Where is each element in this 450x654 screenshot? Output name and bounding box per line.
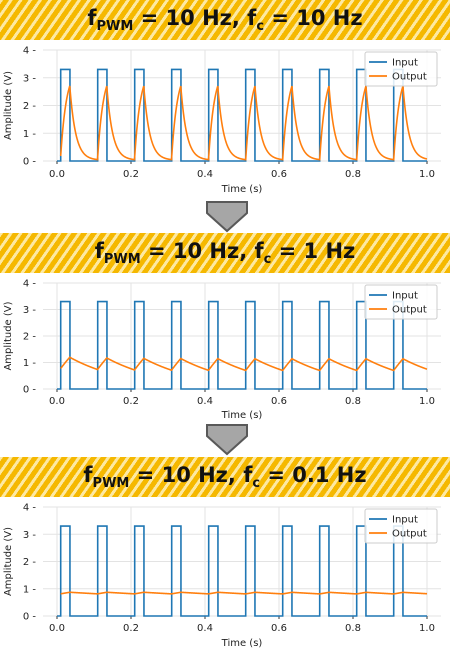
series-output-line [60, 356, 428, 372]
down-arrow-icon-2 [206, 424, 248, 456]
x-tick-label: 0.6 [271, 169, 287, 180]
y-tick-label: 0 - [23, 157, 37, 168]
title-banner-3: fPWM = 10 Hz, fc = 0.1 Hz [0, 457, 450, 497]
y-tick-label: 4 - [23, 46, 37, 57]
chart-title-2: fPWM = 10 Hz, fc = 1 Hz [94, 239, 356, 267]
title-banner-1: fPWM = 10 Hz, fc = 10 Hz [0, 0, 450, 40]
legend-label: Input [392, 58, 418, 69]
x-tick-label: 0.8 [345, 396, 361, 407]
legend-box [364, 284, 438, 320]
y-axis-label: Amplitude (V) [3, 527, 14, 596]
y-tick-label: 0 - [23, 385, 37, 396]
x-tick-label: 1.0 [419, 623, 435, 634]
chart-title-1: fPWM = 10 Hz, fc = 10 Hz [87, 6, 363, 34]
title-banner-2: fPWM = 10 Hz, fc = 1 Hz [0, 233, 450, 273]
x-tick-label: 0.2 [123, 396, 139, 407]
chart-2: 0.0 0.2 0.4 0.6 0.8 1.0 0 - 1 - 2 - 3 - 4 - Time (s… [3, 279, 441, 421]
y-tick-label: 4 - [23, 503, 37, 514]
series-input-line [57, 68, 427, 162]
x-tick-label: 0.8 [345, 623, 361, 634]
x-tick-label: 0.0 [49, 169, 65, 180]
legend-label: Output [392, 305, 427, 316]
y-tick-label: 4 - [23, 279, 37, 290]
series-input-line [57, 300, 427, 390]
x-tick-label: 1.0 [419, 169, 435, 180]
x-tick-label: 0.6 [271, 396, 287, 407]
x-tick-label: 0.4 [197, 169, 213, 180]
x-tick-label: 0.8 [345, 169, 361, 180]
y-axis-label: Amplitude (V) [3, 301, 14, 370]
x-tick-label: 0.2 [123, 169, 139, 180]
y-tick-label: 3 - [23, 305, 37, 316]
y-tick-label: 2 - [23, 332, 37, 343]
y-tick-label: 2 - [23, 101, 37, 112]
y-axis-label: Amplitude (V) [3, 71, 14, 140]
legend-box [364, 508, 438, 544]
legend-label: Input [392, 515, 418, 526]
y-tick-label: 1 - [23, 129, 37, 140]
series-output-line [59, 85, 428, 161]
legend-label: Input [392, 291, 418, 302]
y-tick-label: 0 - [23, 612, 37, 623]
x-tick-label: 0.4 [197, 396, 213, 407]
legend: Input Output [364, 284, 438, 320]
x-tick-label: 0.6 [271, 623, 287, 634]
series-input-line [57, 525, 427, 617]
x-axis-label: Time (s) [221, 638, 263, 649]
x-tick-label: 0.0 [49, 396, 65, 407]
legend-box [364, 51, 438, 87]
legend: Input Output [364, 508, 438, 544]
x-tick-label: 0.0 [49, 623, 65, 634]
y-tick-label: 3 - [23, 530, 37, 541]
legend-label: Output [392, 72, 427, 83]
y-tick-label: 1 - [23, 584, 37, 595]
y-tick-label: 2 - [23, 557, 37, 568]
x-tick-label: 0.4 [197, 623, 213, 634]
chart-1: 0.0 0.2 0.4 0.6 0.8 1.0 0 - 1 - 2 - 3 - 4 - Time (s… [3, 46, 441, 195]
x-axis-label: Time (s) [221, 410, 263, 421]
chart-3: 0.0 0.2 0.4 0.6 0.8 1.0 0 - 1 - 2 - 3 - 4 - Time (s… [3, 503, 441, 649]
x-tick-label: 0.2 [123, 623, 139, 634]
chart-title-3: fPWM = 10 Hz, fc = 0.1 Hz [83, 463, 367, 491]
x-axis-label: Time (s) [221, 184, 263, 195]
series-output-line [60, 591, 428, 595]
legend: Input Output [364, 51, 438, 87]
y-tick-label: 1 - [23, 358, 37, 369]
y-tick-label: 3 - [23, 73, 37, 84]
down-arrow-icon-1 [206, 201, 248, 233]
x-tick-label: 1.0 [419, 396, 435, 407]
legend-label: Output [392, 529, 427, 540]
